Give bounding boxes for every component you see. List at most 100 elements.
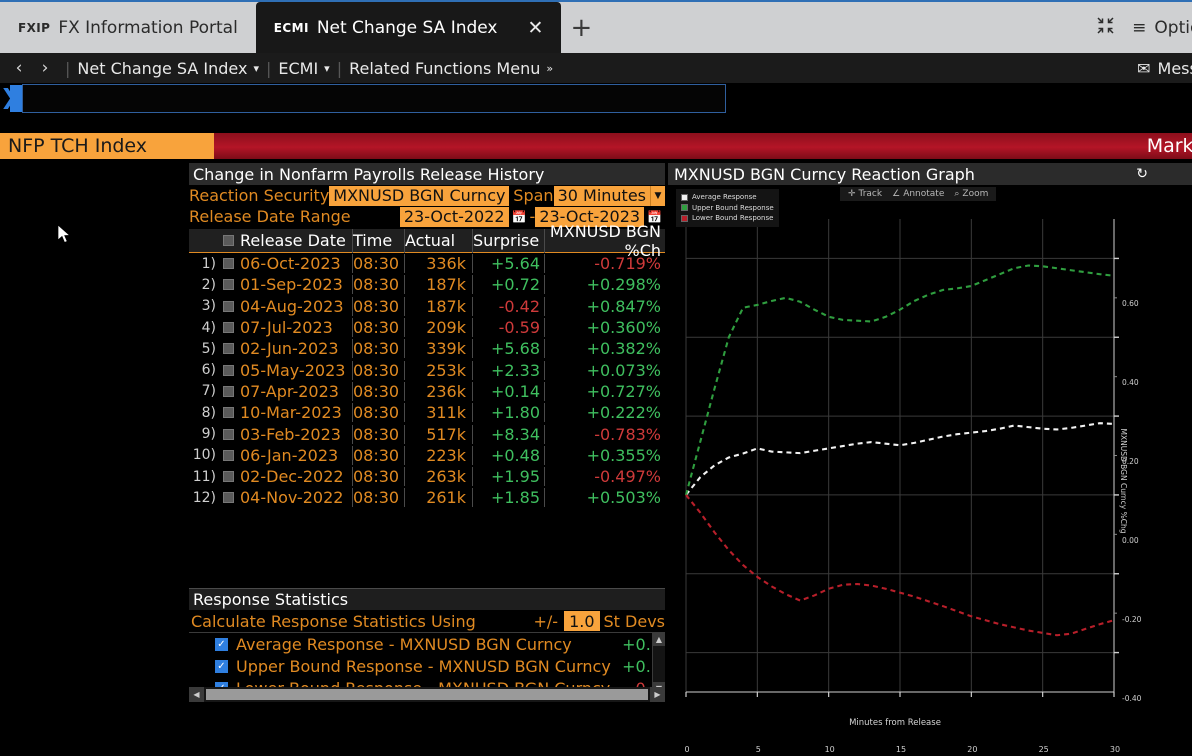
select-all-checkbox[interactable] [219,229,237,253]
cell-surprise: +1.85 [472,488,544,508]
st-devs-input[interactable]: 1.0 [564,611,600,631]
chevron-down-icon[interactable]: ▼ [650,185,665,206]
response-statistic-item[interactable]: ✓ Average Response - MXNUSD BGN Curncy +0.… [189,633,665,655]
cell-pct-change: +0.847% [544,296,665,316]
tab-ecmi[interactable]: ECMI Net Change SA Index ✕ [255,2,562,53]
nav-item-label: ECMI [278,58,319,78]
collapse-icon[interactable] [1097,16,1114,39]
row-checkbox[interactable] [219,258,237,270]
nav-item-net-change-sa-index[interactable]: Net Change SA Index ▾ [77,59,259,78]
refresh-icon[interactable]: ↻ [1136,166,1148,182]
tab-fxip-label: FX Information Portal [58,17,238,38]
horizontal-scrollbar[interactable]: ◀ ▶ [189,687,665,702]
response-statistic-label: Upper Bound Response - MXNUSD BGN Curncy [236,656,611,676]
legend-entry: Lower Bound Response [681,213,774,224]
track-button[interactable]: ✛ Track [848,189,882,199]
options-button[interactable]: ≡ Options [1132,18,1192,38]
cell-pct-change: -0.719% [544,254,665,274]
zoom-button[interactable]: ⌕ Zoom [954,189,988,199]
legend-label: Average Response [692,193,757,201]
calendar-icon[interactable]: 📅 [647,209,662,224]
command-input[interactable] [22,84,726,113]
messages-button[interactable]: ✉ Messages [1137,59,1192,78]
chart-plot-area[interactable]: MXNUSD BGN Curncy %Chg Minutes from Rele… [668,209,1192,754]
envelope-icon: ✉ [1137,58,1151,78]
chevron-down-icon: ▾ [253,61,259,75]
header-time[interactable]: Time [352,228,404,253]
tab-fxip[interactable]: FXIP FX Information Portal [0,2,256,53]
back-icon[interactable]: ‹ [15,58,23,78]
st-devs-label: St Devs [603,611,665,631]
table-row[interactable]: 4) 07-Jul-2023 08:30 209k -0.59 +0.360% [189,317,665,338]
cell-time: 08:30 [352,445,404,465]
scroll-right-icon[interactable]: ▶ [650,687,665,702]
new-tab-button[interactable]: + [570,12,593,43]
row-checkbox[interactable] [219,471,237,483]
response-statistic-item[interactable]: ✓ Upper Bound Response - MXNUSD BGN Curnc… [189,655,665,677]
nav-item-ecmi[interactable]: ECMI ▾ [278,59,329,78]
x-axis-tick: 25 [1038,745,1049,754]
zoom-label: Zoom [962,189,989,199]
table-row[interactable]: 8) 10-Mar-2023 08:30 311k +1.80 +0.222% [189,402,665,423]
header-surprise[interactable]: Surprise [472,228,544,253]
row-checkbox[interactable] [219,322,237,334]
row-index: 2) [201,276,216,293]
cell-release-date: 07-Apr-2023 [240,381,339,401]
header-release-date[interactable]: Release Date [240,231,346,250]
close-icon[interactable]: ✕ [527,16,544,39]
date-to-input[interactable]: 23-Oct-2023 [535,206,645,227]
row-checkbox[interactable] [219,407,237,419]
cell-actual: 311k [404,403,472,423]
row-checkbox[interactable] [219,385,237,397]
scroll-left-icon[interactable]: ◀ [189,687,204,702]
row-checkbox[interactable] [219,492,237,504]
scroll-up-icon[interactable]: ▲ [653,633,665,646]
x-axis-label: Minutes from Release [849,718,941,728]
plus-minus-label: +/- [533,611,559,631]
row-index: 5) [201,340,216,357]
table-row[interactable]: 9) 03-Feb-2023 08:30 517k +8.34 -0.783% [189,423,665,444]
header-actual[interactable]: Actual [404,228,472,253]
row-checkbox[interactable] [219,449,237,461]
calendar-icon[interactable]: 📅 [511,209,527,224]
table-row[interactable]: 12) 04-Nov-2022 08:30 261k +1.85 +0.503% [189,487,665,508]
row-checkbox[interactable] [219,364,237,376]
row-checkbox[interactable] [219,279,237,291]
nav-item-related-functions-menu[interactable]: Related Functions Menu » [349,59,553,78]
cell-release-date: 10-Mar-2023 [240,403,342,423]
y-axis-label: MXNUSD BGN Curncy %Chg [1119,428,1129,533]
table-row[interactable]: 10) 06-Jan-2023 08:30 223k +0.48 +0.355% [189,445,665,466]
track-label: Track [858,189,883,199]
span-select[interactable]: 30 Minutes [553,185,650,206]
checkbox[interactable]: ✓ [215,659,228,673]
date-from-input[interactable]: 23-Oct-2022 [399,206,509,227]
calculate-label: Calculate Response Statistics Using [191,611,476,631]
vertical-scrollbar[interactable]: ▲ ▼ [652,633,665,695]
table-row[interactable]: 3) 04-Aug-2023 08:30 187k -0.42 +0.847% [189,296,665,317]
row-checkbox[interactable] [219,300,237,312]
forward-icon[interactable]: › [41,58,49,78]
annotate-button[interactable]: ∠ Annotate [892,189,944,199]
table-row[interactable]: 5) 02-Jun-2023 08:30 339k +5.68 +0.382% [189,338,665,359]
cell-release-date: 05-May-2023 [240,360,346,380]
table-row[interactable]: 1) 06-Oct-2023 08:30 336k +5.64 -0.719% [189,253,665,274]
cell-time: 08:30 [352,424,404,444]
security-ticker[interactable]: NFP TCH Index [0,133,214,159]
x-axis-tick: 10 [824,745,835,754]
cell-release-date: 02-Dec-2022 [240,467,344,487]
messages-label: Messages [1157,58,1192,78]
x-axis-tick: 30 [1109,745,1121,754]
scrollbar-thumb[interactable] [206,689,648,700]
y-axis-tick: 0.60 [1122,299,1139,309]
reaction-security-input[interactable]: MXNUSD BGN Curncy [329,185,510,206]
nav-divider-3: | [336,58,343,78]
row-checkbox[interactable] [219,428,237,440]
row-checkbox[interactable] [219,343,237,355]
table-row[interactable]: 2) 01-Sep-2023 08:30 187k +0.72 +0.298% [189,274,665,295]
table-row[interactable]: 11) 02-Dec-2022 08:30 263k +1.95 -0.497% [189,466,665,487]
nav-bar: ‹ › | Net Change SA Index ▾ | ECMI ▾ | R… [0,53,1192,83]
table-row[interactable]: 6) 05-May-2023 08:30 253k +2.33 +0.073% [189,359,665,380]
header-pct-change[interactable]: MXNUSD BGN %Ch [544,222,665,260]
table-row[interactable]: 7) 07-Apr-2023 08:30 236k +0.14 +0.727% [189,381,665,402]
checkbox[interactable]: ✓ [215,637,228,651]
